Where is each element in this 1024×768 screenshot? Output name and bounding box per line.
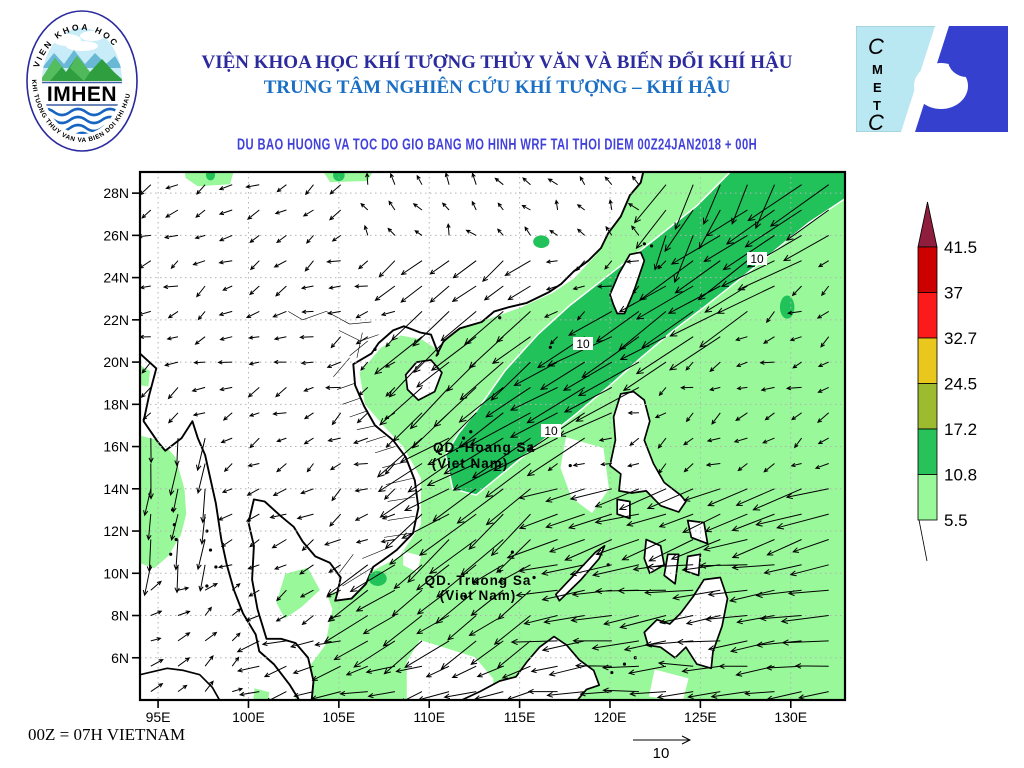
svg-text:41.5: 41.5	[944, 238, 977, 257]
center-title: TRUNG TÂM NGHIÊN CỨU KHÍ TƯỢNG – KHÍ HẬU	[263, 77, 731, 98]
coastline-layer	[140, 172, 729, 700]
isotach-hole	[648, 669, 689, 700]
svg-text:100E: 100E	[232, 709, 265, 725]
isotach-dark-spot	[368, 571, 387, 586]
forecast-subtitle: DU BAO HUONG VA TOC DO GIO BANG MO HINH …	[236, 135, 758, 153]
institute-title: VIỆN KHOA HỌC KHÍ TƯỢNG THỦY VĂN VÀ BIẾN…	[201, 52, 793, 73]
svg-text:IMHEN: IMHEN	[47, 83, 117, 106]
svg-text:(Viet Nam): (Viet Nam)	[440, 588, 517, 603]
svg-text:22N: 22N	[103, 312, 129, 328]
isotach-dark-spot	[533, 235, 550, 249]
isotach-light-region	[322, 172, 374, 184]
axis-ticks	[132, 192, 792, 708]
svg-text:26N: 26N	[103, 227, 129, 243]
reference-vector-label: 10	[653, 745, 670, 762]
svg-text:14N: 14N	[103, 481, 129, 497]
contour-label: 10	[541, 424, 561, 438]
svg-text:QD. Hoang Sa: QD. Hoang Sa	[433, 440, 535, 455]
svg-text:105E: 105E	[322, 709, 355, 725]
svg-text:125E: 125E	[684, 709, 717, 725]
isotach-light-region	[274, 566, 322, 621]
svg-text:95E: 95E	[146, 709, 171, 725]
reference-vector	[633, 735, 692, 745]
svg-text:8N: 8N	[111, 608, 129, 624]
svg-text:24N: 24N	[103, 270, 129, 286]
wind-speed-legend: 41.5 37 32.7 24.5 17.2 10.8 5.5	[917, 201, 977, 562]
cmetc-letters: C M E T C	[868, 34, 884, 132]
cmetc-logo: C M E T C	[856, 26, 1008, 132]
svg-text:10: 10	[576, 337, 590, 351]
contour-label: 10	[747, 252, 767, 266]
svg-text:28N: 28N	[103, 185, 129, 201]
svg-text:18N: 18N	[103, 396, 129, 412]
isotach-dark-spot	[205, 172, 216, 181]
svg-text:T: T	[873, 98, 881, 113]
svg-text:32.7: 32.7	[944, 329, 977, 348]
svg-text:110E: 110E	[413, 709, 445, 725]
isotach-light-region	[251, 686, 272, 700]
svg-text:130E: 130E	[774, 709, 807, 725]
svg-text:10: 10	[544, 424, 558, 438]
timezone-note: 00Z = 07H VIETNAM	[28, 725, 186, 744]
isotach-hole	[406, 640, 494, 700]
svg-text:C: C	[868, 34, 884, 59]
svg-text:(Viet Nam): (Viet Nam)	[432, 456, 509, 471]
isotach-dark-spot	[779, 295, 795, 319]
svg-text:E: E	[873, 80, 882, 95]
isotach-dark-spot	[333, 172, 345, 182]
svg-text:5.5: 5.5	[944, 511, 968, 530]
svg-text:120E: 120E	[594, 709, 627, 725]
svg-text:24.5: 24.5	[944, 375, 977, 394]
svg-text:6N: 6N	[111, 650, 129, 666]
svg-text:C: C	[868, 110, 884, 132]
isotach-hole	[560, 437, 609, 514]
axis-labels: 6N 8N 10N 12N 14N 16N 18N 20N 22N 24N 26N 28N 95E 100…	[103, 185, 807, 725]
svg-text:12N: 12N	[103, 523, 129, 539]
svg-text:M: M	[872, 62, 883, 77]
svg-text:20N: 20N	[103, 354, 129, 370]
isotach-light-region	[140, 363, 152, 389]
svg-text:10.8: 10.8	[944, 466, 977, 485]
svg-text:37: 37	[944, 284, 963, 303]
isotach-hole	[403, 551, 422, 573]
map-frame	[138, 170, 847, 702]
svg-text:17.2: 17.2	[944, 420, 977, 439]
contour-label: 10	[573, 337, 593, 351]
svg-text:10N: 10N	[103, 565, 129, 581]
isotach-light-region	[140, 434, 188, 570]
imhen-logo: IMHEN VIEN KHOA HOC KHI TUONG THUY VAN V…	[26, 10, 138, 152]
map-labels: QD. Hoang Sa(Viet Nam)QD. Truong Sa(Viet…	[425, 440, 535, 603]
svg-text:115E: 115E	[504, 709, 536, 725]
svg-text:16N: 16N	[103, 439, 129, 455]
svg-text:10: 10	[750, 252, 764, 266]
wind-vectors	[140, 172, 830, 700]
svg-text:QD. Truong Sa: QD. Truong Sa	[425, 573, 532, 588]
